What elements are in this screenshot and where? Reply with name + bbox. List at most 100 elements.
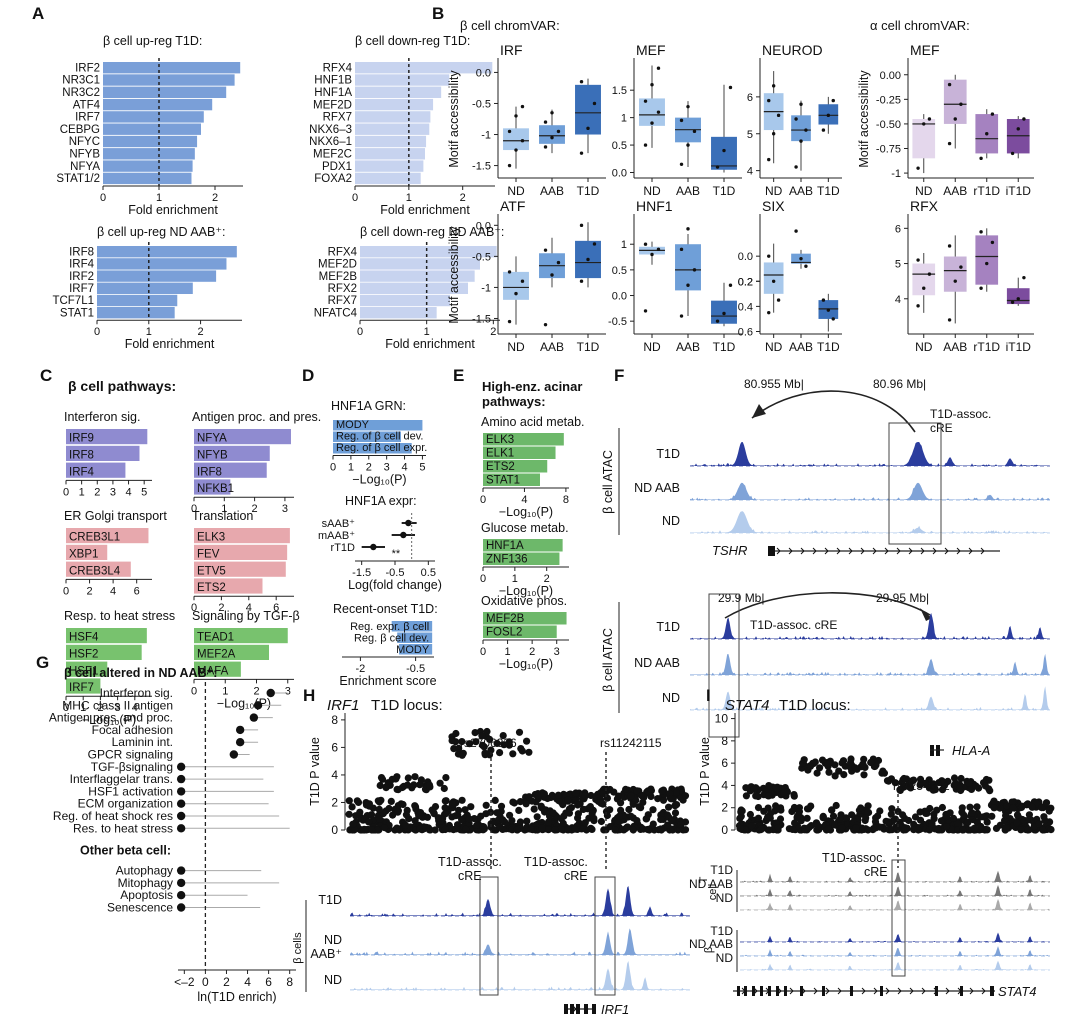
x-tick-label: 3	[115, 702, 121, 714]
x-axis-label: −Log₁₀(P)	[82, 713, 136, 727]
chart-bar	[194, 544, 288, 560]
gene-label: IRF1	[601, 1002, 629, 1017]
x-tick-label: 3	[110, 486, 116, 498]
x-tick-label: 0	[480, 494, 486, 506]
lollipop-point	[176, 866, 186, 875]
chart-bar	[355, 160, 424, 172]
y-tick-label: -1	[481, 130, 491, 142]
snp-point	[572, 789, 580, 797]
snp-point	[819, 813, 827, 821]
bar-label: IRF2	[75, 62, 100, 74]
snp-point	[659, 796, 668, 804]
snp-point	[564, 826, 572, 834]
subpanel-title: MEF	[910, 42, 940, 58]
loop-arrowhead	[752, 404, 766, 418]
y-tick-label: 0.0	[738, 251, 753, 263]
snp-point	[916, 808, 924, 816]
snp-point	[772, 784, 780, 792]
track-label: ND	[662, 514, 680, 528]
data-point	[679, 162, 684, 166]
strand-arrow	[920, 547, 925, 555]
gene-exon	[776, 986, 779, 996]
snp-point	[1017, 803, 1026, 812]
snp-point	[742, 792, 751, 800]
bar-label: CREB3L4	[69, 565, 121, 577]
chart-bar	[397, 632, 433, 643]
bar-label: FOXA2	[314, 173, 352, 185]
data-point	[686, 227, 690, 231]
panel-letter-h: H	[303, 686, 316, 705]
panel-letter-g: G	[36, 653, 50, 672]
snp-point	[938, 803, 947, 812]
data-point	[692, 129, 697, 134]
track-label: ND AAB	[634, 656, 680, 670]
snp-point	[896, 786, 904, 794]
annotation-label: T1D-assoc. cRE	[750, 618, 837, 632]
gene-exon	[584, 1004, 588, 1014]
bar-label: RFX4	[323, 62, 353, 74]
snp-point	[635, 803, 643, 811]
box	[639, 98, 665, 126]
snp-point	[478, 732, 486, 740]
snp-point	[887, 810, 895, 818]
gene-exon	[768, 546, 775, 556]
x-tick-label: 8	[286, 975, 293, 989]
snp-point	[574, 810, 583, 818]
snp-point	[983, 826, 991, 834]
bar-label: ELK3	[486, 434, 514, 446]
bar-label: RFX7	[323, 112, 352, 124]
snp-point	[431, 803, 440, 811]
data-point	[728, 283, 733, 287]
snp-point	[452, 729, 460, 738]
y-axis-label: β cell ATAC	[601, 450, 615, 514]
strand-arrow	[981, 987, 986, 995]
snp-point	[645, 826, 653, 834]
snp-point	[818, 756, 827, 764]
bar-label: MODY	[396, 644, 430, 656]
snp-point	[506, 811, 514, 819]
snp-point	[1041, 816, 1049, 825]
snp-point	[657, 815, 665, 824]
x-tick-label: 0	[330, 462, 336, 474]
chart-bar	[97, 246, 237, 258]
bar-label: ATF4	[73, 99, 101, 111]
chart-bar	[103, 172, 192, 185]
strand-arrow	[848, 547, 853, 555]
data-point	[686, 143, 690, 147]
strand-arrow	[945, 987, 950, 995]
y-axis-label: T1D P value	[308, 737, 322, 806]
chart-bar	[66, 429, 148, 445]
x-tick-label: 1	[348, 462, 354, 474]
y-tick-label: 10	[715, 712, 729, 726]
snp-point	[368, 826, 376, 834]
data-point	[1016, 297, 1020, 301]
bar-label: HNF1A	[314, 87, 352, 99]
bar-label: NKX6–3	[309, 124, 352, 136]
data-point	[985, 132, 989, 136]
bar-label: ELK3	[197, 532, 225, 544]
atac-track	[690, 511, 1050, 533]
x-tick-label: T1D	[577, 340, 600, 354]
x-tick-label: 2	[223, 975, 230, 989]
box	[943, 79, 967, 124]
snp-point	[1047, 826, 1055, 834]
data-point	[1010, 300, 1015, 304]
data-point	[686, 104, 690, 109]
chart-bar	[333, 443, 412, 454]
y-tick-label: -1.5	[472, 161, 491, 173]
snp-point	[983, 818, 991, 826]
x-tick-label: -0.5	[406, 663, 425, 675]
snp-point	[763, 814, 772, 822]
x-tick-label: 8	[563, 494, 569, 506]
snp-point	[385, 804, 393, 813]
snp-point	[496, 749, 504, 757]
snp-point	[842, 814, 850, 822]
gene-exon	[800, 986, 803, 996]
bar-label: IRF7	[69, 283, 94, 295]
x-axis-label: ln(T1D enrich)	[197, 990, 276, 1004]
highlight-box	[594, 876, 616, 996]
bar-label: FOSL2	[486, 627, 522, 639]
snp-point	[515, 728, 524, 736]
x-tick-label: 2	[198, 326, 204, 338]
snp-point	[1039, 826, 1047, 834]
